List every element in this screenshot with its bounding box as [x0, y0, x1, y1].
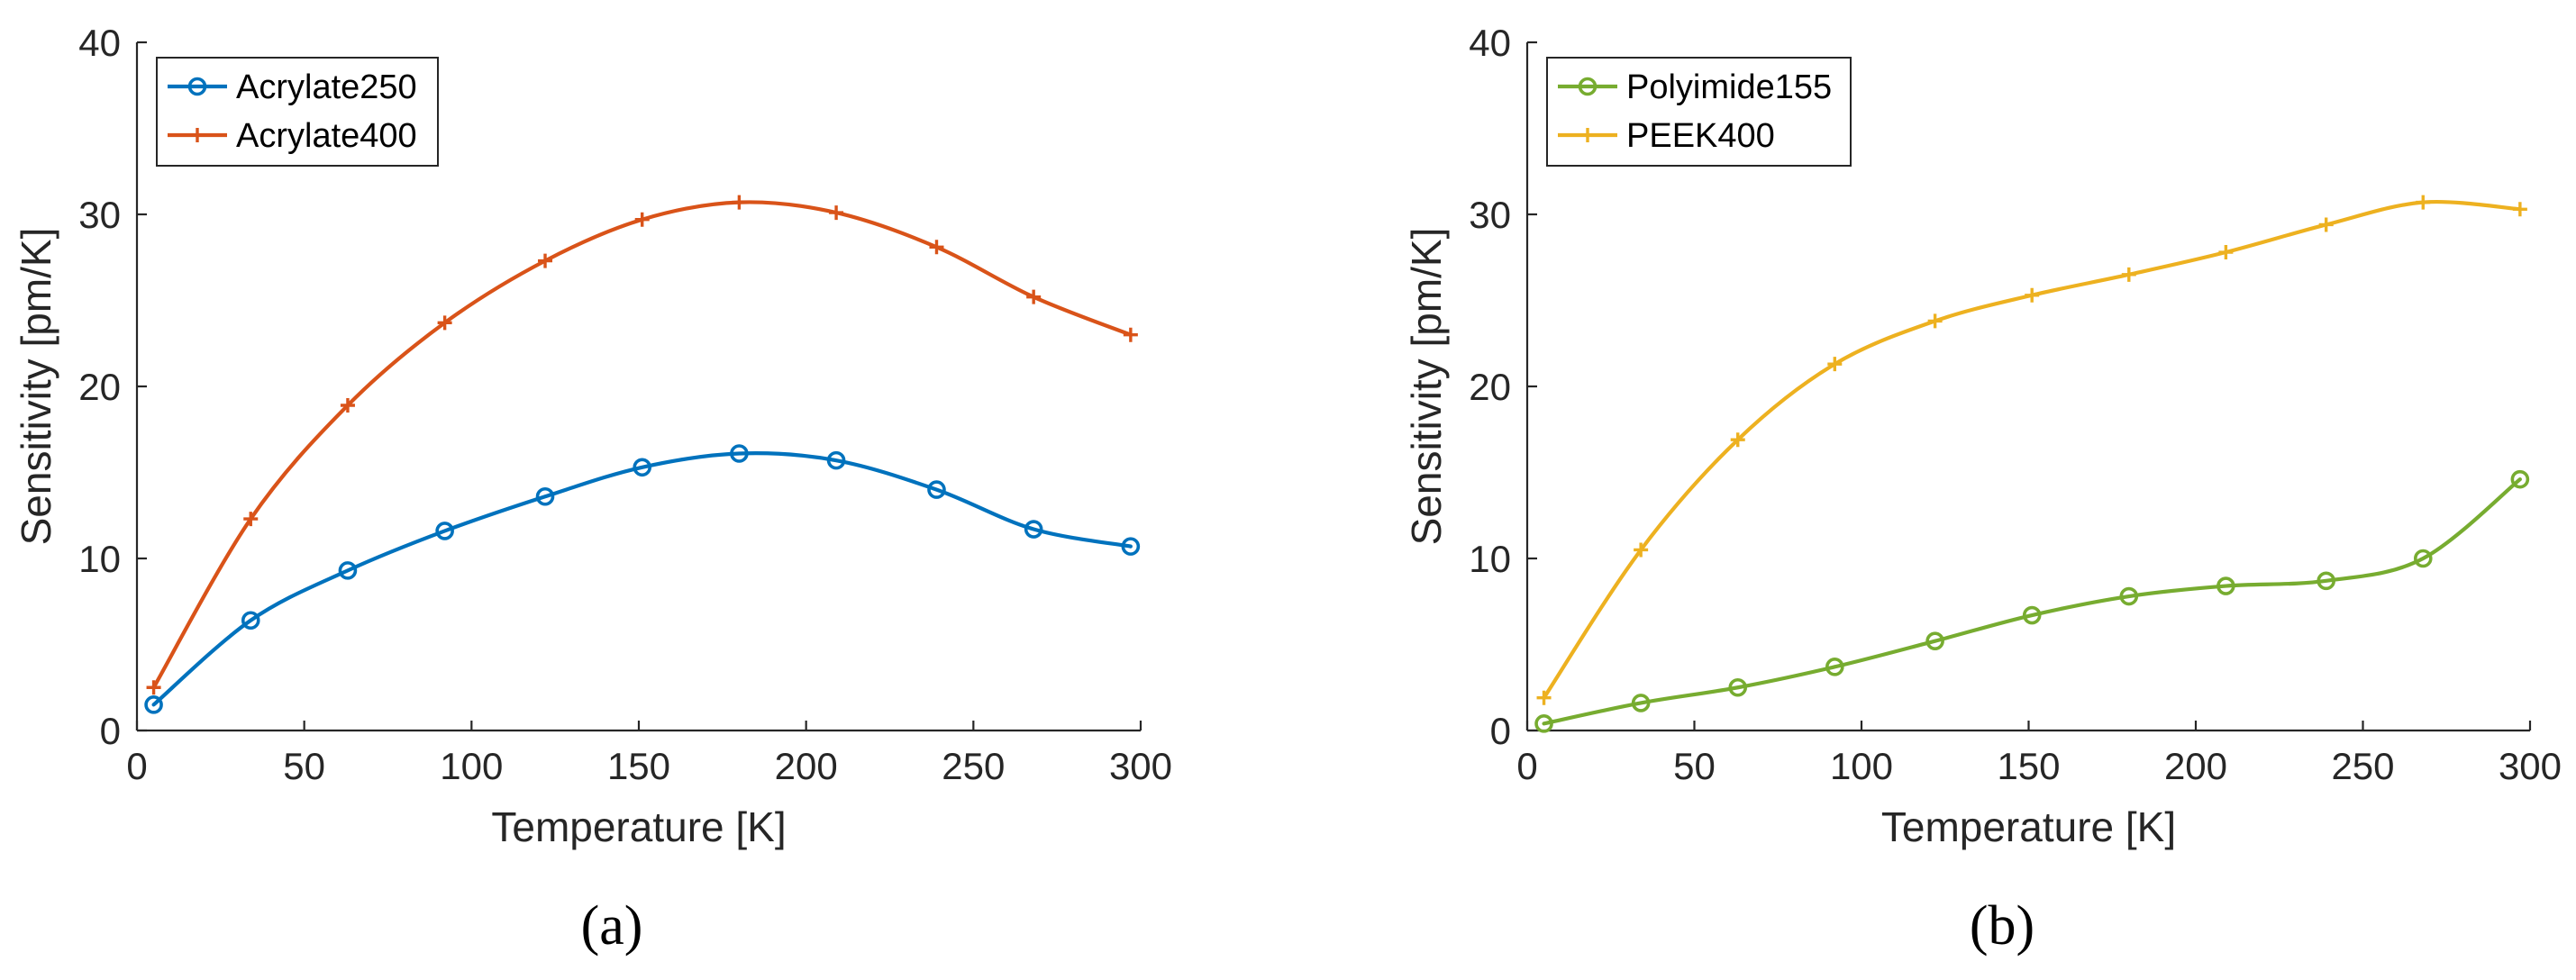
data-point-PEEK400 — [1927, 313, 1943, 329]
data-point-PEEK400 — [2512, 202, 2527, 217]
legend-box — [1546, 57, 1852, 167]
series-Polyimide155 — [1534, 469, 2530, 733]
y-axis-label: Sensitivity [pm/K] — [13, 228, 59, 546]
data-point-Polyimide155 — [2510, 469, 2530, 489]
x-tick-label: 100 — [440, 745, 503, 787]
data-point-PEEK400 — [2218, 245, 2234, 260]
x-tick-label: 250 — [2331, 745, 2394, 787]
x-axis-label: Temperature [K] — [1881, 803, 2176, 850]
data-point-Polyimide155 — [1631, 694, 1651, 712]
y-tick-label: 40 — [78, 22, 121, 64]
x-tick-label: 50 — [1673, 745, 1716, 787]
x-tick-label: 0 — [126, 745, 147, 787]
x-tick-label: 100 — [1830, 745, 1893, 787]
data-point-PEEK400 — [1634, 542, 1649, 558]
y-tick-label: 0 — [100, 710, 121, 752]
data-point-Acrylate400 — [1026, 289, 1042, 304]
data-point-Acrylate400 — [243, 512, 259, 527]
data-point-PEEK400 — [2318, 217, 2334, 232]
y-tick-label: 30 — [78, 194, 121, 236]
data-point-Acrylate250 — [1121, 537, 1141, 556]
series-line-Polyimide155 — [1542, 477, 2522, 726]
legend-label-Acrylate400: Acrylate400 — [236, 117, 417, 155]
data-point-PEEK400 — [2025, 287, 2040, 303]
legend-box — [156, 57, 439, 167]
data-point-Acrylate400 — [634, 212, 650, 227]
data-point-Polyimide155 — [1925, 631, 1944, 650]
data-point-PEEK400 — [1827, 357, 1843, 372]
y-tick-label: 30 — [1469, 194, 1511, 236]
series-Acrylate400 — [146, 195, 1138, 695]
legend-marker-Acrylate400 — [190, 128, 205, 142]
legend: Polyimide155 PEEK400 — [1546, 57, 1852, 167]
x-tick-label: 300 — [1109, 745, 1172, 787]
x-tick-label: 150 — [607, 745, 670, 787]
y-tick-label: 20 — [78, 366, 121, 408]
panel-label: (a) — [581, 895, 643, 957]
data-point-Polyimide155 — [2119, 586, 2139, 606]
data-point-PEEK400 — [2416, 195, 2431, 210]
x-tick-label: 150 — [1997, 745, 2060, 787]
x-tick-label: 0 — [1516, 745, 1537, 787]
data-point-Acrylate400 — [929, 240, 944, 255]
data-point-PEEK400 — [2121, 267, 2136, 282]
legend: Acrylate250 Acrylate400 — [156, 57, 439, 167]
data-point-Polyimide155 — [2413, 549, 2433, 568]
data-point-Acrylate250 — [1024, 520, 1043, 539]
legend-marker-PEEK400 — [1580, 128, 1595, 142]
data-point-Acrylate250 — [633, 458, 652, 477]
data-point-Acrylate250 — [144, 695, 163, 714]
legend-marker-Polyimide155 — [1578, 77, 1597, 96]
chart-panel-1: 0 50 100 150 200 250 300 0 10 20 30 40 Temperature [… — [1403, 22, 2562, 957]
data-point-PEEK400 — [1730, 432, 1745, 448]
data-point-Acrylate250 — [535, 486, 555, 506]
data-point-Acrylate250 — [435, 522, 454, 540]
series-line-Acrylate400 — [151, 200, 1133, 690]
y-tick-label: 0 — [1490, 710, 1511, 752]
x-tick-label: 50 — [283, 745, 325, 787]
data-point-Polyimide155 — [1728, 677, 1748, 697]
data-point-Acrylate400 — [437, 315, 452, 331]
data-point-Acrylate250 — [826, 450, 846, 470]
legend-label-PEEK400: PEEK400 — [1626, 117, 1775, 155]
y-tick-label: 20 — [1469, 366, 1511, 408]
x-tick-label: 250 — [942, 745, 1005, 787]
data-point-Polyimide155 — [1534, 714, 1553, 733]
data-point-Polyimide155 — [1825, 658, 1844, 676]
data-point-Acrylate250 — [338, 561, 358, 580]
y-tick-label: 10 — [1469, 538, 1511, 580]
data-point-Polyimide155 — [2317, 571, 2335, 591]
series-Acrylate250 — [144, 444, 1141, 714]
data-point-PEEK400 — [1536, 690, 1552, 705]
y-axis-label: Sensitivity [pm/K] — [1403, 228, 1450, 546]
legend-label-Acrylate250: Acrylate250 — [236, 68, 417, 106]
data-point-Acrylate400 — [340, 398, 355, 413]
y-tick-label: 40 — [1469, 22, 1511, 64]
data-point-Acrylate400 — [732, 195, 747, 210]
x-tick-label: 300 — [2499, 745, 2562, 787]
data-point-Acrylate250 — [927, 480, 946, 499]
x-tick-label: 200 — [775, 745, 838, 787]
chart-panel-0: 0 50 100 150 200 250 300 0 10 20 30 40 Temperature [… — [13, 22, 1172, 957]
data-point-Acrylate250 — [730, 444, 749, 463]
data-point-Acrylate400 — [829, 205, 844, 221]
data-point-Polyimide155 — [2216, 576, 2235, 595]
x-tick-label: 200 — [2164, 745, 2227, 787]
legend-label-Polyimide155: Polyimide155 — [1626, 68, 1832, 106]
legend-marker-Acrylate250 — [187, 77, 207, 96]
x-axis-label: Temperature [K] — [491, 803, 786, 850]
panel-label: (b) — [1970, 895, 2034, 957]
data-point-Acrylate400 — [538, 253, 553, 268]
y-tick-label: 10 — [78, 538, 121, 580]
series-line-Acrylate250 — [151, 451, 1133, 707]
data-point-Acrylate400 — [146, 680, 161, 695]
series-PEEK400 — [1536, 195, 2527, 705]
data-point-Acrylate400 — [1123, 327, 1138, 342]
data-point-Polyimide155 — [2022, 605, 2042, 625]
series-line-PEEK400 — [1542, 200, 2522, 700]
data-point-Acrylate250 — [241, 611, 260, 631]
